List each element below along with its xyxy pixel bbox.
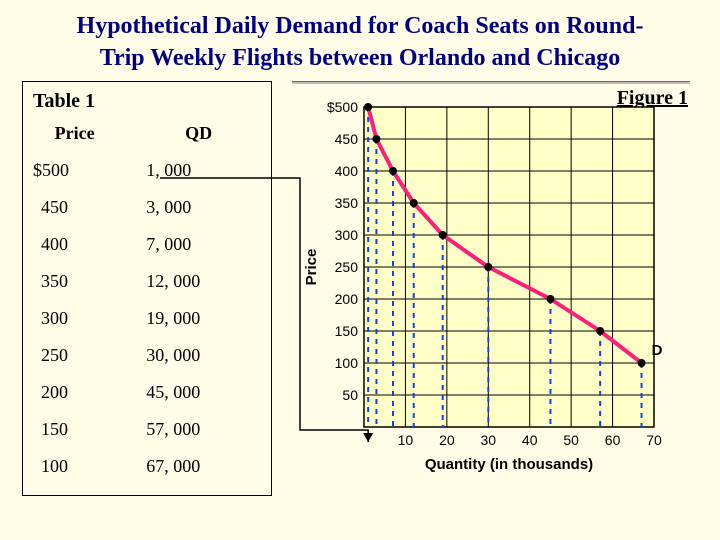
svg-text:20: 20 — [439, 432, 455, 448]
cell-price: 250 — [23, 337, 126, 374]
svg-text:Quantity (in thousands): Quantity (in thousands) — [425, 456, 593, 473]
demand-table: Table 1 Price QD $5001, 0004503, 0004007… — [22, 81, 272, 496]
cell-price: 350 — [23, 263, 126, 300]
svg-text:400: 400 — [335, 163, 359, 179]
figure-panel: Figure 1 1020304050607050100150200250300… — [292, 81, 698, 496]
cell-qd: 30, 000 — [126, 337, 271, 374]
svg-text:450: 450 — [335, 131, 359, 147]
table-row: 4503, 000 — [23, 189, 271, 226]
svg-text:50: 50 — [563, 432, 579, 448]
svg-text:350: 350 — [335, 195, 359, 211]
page-title: Hypothetical Daily Demand for Coach Seat… — [0, 0, 720, 81]
svg-text:100: 100 — [335, 355, 359, 371]
svg-text:40: 40 — [522, 432, 538, 448]
table-row: 4007, 000 — [23, 226, 271, 263]
table-row: 20045, 000 — [23, 374, 271, 411]
cell-qd: 67, 000 — [126, 448, 271, 485]
table-row: 25030, 000 — [23, 337, 271, 374]
cell-price: 400 — [23, 226, 126, 263]
table-row: 15057, 000 — [23, 411, 271, 448]
table-caption: Table 1 — [23, 88, 271, 119]
table-row: 35012, 000 — [23, 263, 271, 300]
cell-price: 200 — [23, 374, 126, 411]
title-line-2: Trip Weekly Flights between Orlando and … — [100, 45, 621, 71]
svg-text:70: 70 — [646, 432, 662, 448]
table-row: $5001, 000 — [23, 152, 271, 189]
svg-text:$500: $500 — [327, 99, 358, 115]
svg-text:150: 150 — [335, 323, 359, 339]
cell-qd: 45, 000 — [126, 374, 271, 411]
cell-price: 100 — [23, 448, 126, 485]
svg-text:30: 30 — [480, 432, 496, 448]
demand-chart: 10 20 30 40 50 60 70 50 100 150 200 250 300 350 400 450… — [302, 95, 702, 495]
cell-qd: 7, 000 — [126, 226, 271, 263]
col-qd: QD — [126, 119, 271, 152]
svg-text:250: 250 — [335, 259, 359, 275]
cell-qd: 12, 000 — [126, 263, 271, 300]
svg-text:50: 50 — [342, 387, 358, 403]
figure-top-rule — [292, 81, 690, 84]
svg-text:300: 300 — [335, 227, 359, 243]
table-row: 30019, 000 — [23, 300, 271, 337]
content-row: Table 1 Price QD $5001, 0004503, 0004007… — [0, 81, 720, 496]
cell-qd: 57, 000 — [126, 411, 271, 448]
demand-table-grid: Price QD $5001, 0004503, 0004007, 000350… — [23, 119, 271, 485]
cell-qd: 1, 000 — [126, 152, 271, 189]
table-row: 10067, 000 — [23, 448, 271, 485]
svg-text:D: D — [652, 342, 663, 359]
title-line-1: Hypothetical Daily Demand for Coach Seat… — [77, 13, 644, 39]
cell-price: 450 — [23, 189, 126, 226]
cell-price: 300 — [23, 300, 126, 337]
cell-qd: 19, 000 — [126, 300, 271, 337]
svg-text:Price: Price — [303, 248, 320, 285]
svg-text:200: 200 — [335, 291, 359, 307]
cell-qd: 3, 000 — [126, 189, 271, 226]
svg-text:10: 10 — [398, 432, 414, 448]
cell-price: $500 — [23, 152, 126, 189]
col-price: Price — [23, 119, 126, 152]
cell-price: 150 — [23, 411, 126, 448]
svg-text:60: 60 — [605, 432, 621, 448]
